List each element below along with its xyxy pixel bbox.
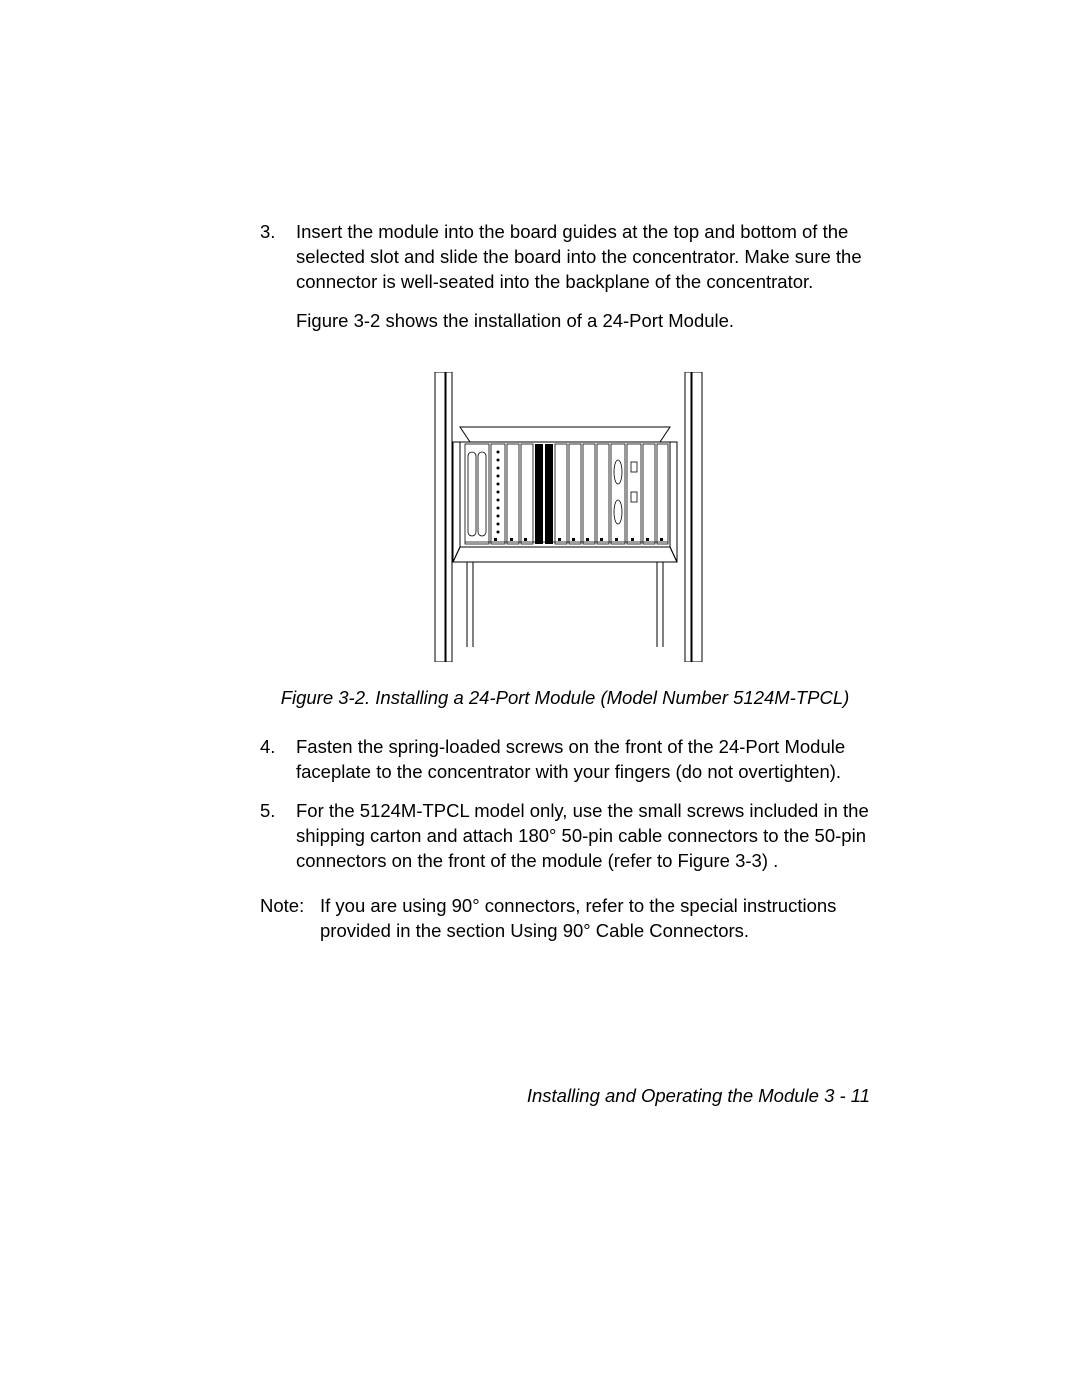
note-label: Note: xyxy=(260,894,320,944)
note-text: If you are using 90° connectors, refer t… xyxy=(320,894,870,944)
step-5-text: For the 5124M-TPCL model only, use the s… xyxy=(296,799,870,874)
step-3-number: 3. xyxy=(260,220,296,295)
step-5-number: 5. xyxy=(260,799,296,874)
page: 3. Insert the module into the board guid… xyxy=(0,0,1080,1397)
step-3: 3. Insert the module into the board guid… xyxy=(260,220,870,295)
step-3-text: Insert the module into the board guides … xyxy=(296,220,870,295)
step-4-text: Fasten the spring-loaded screws on the f… xyxy=(296,735,870,785)
figure-3-2 xyxy=(260,372,870,667)
concentrator-diagram-svg xyxy=(405,372,725,662)
page-footer: Installing and Operating the Module 3 - … xyxy=(527,1085,870,1107)
step-5: 5. For the 5124M-TPCL model only, use th… xyxy=(260,799,870,874)
figure-3-2-caption: Figure 3-2. Installing a 24-Port Module … xyxy=(260,687,870,709)
step-4-number: 4. xyxy=(260,735,296,785)
note: Note: If you are using 90° connectors, r… xyxy=(260,894,870,944)
step-4: 4. Fasten the spring-loaded screws on th… xyxy=(260,735,870,785)
step-3-followup: Figure 3-2 shows the installation of a 2… xyxy=(296,309,870,334)
